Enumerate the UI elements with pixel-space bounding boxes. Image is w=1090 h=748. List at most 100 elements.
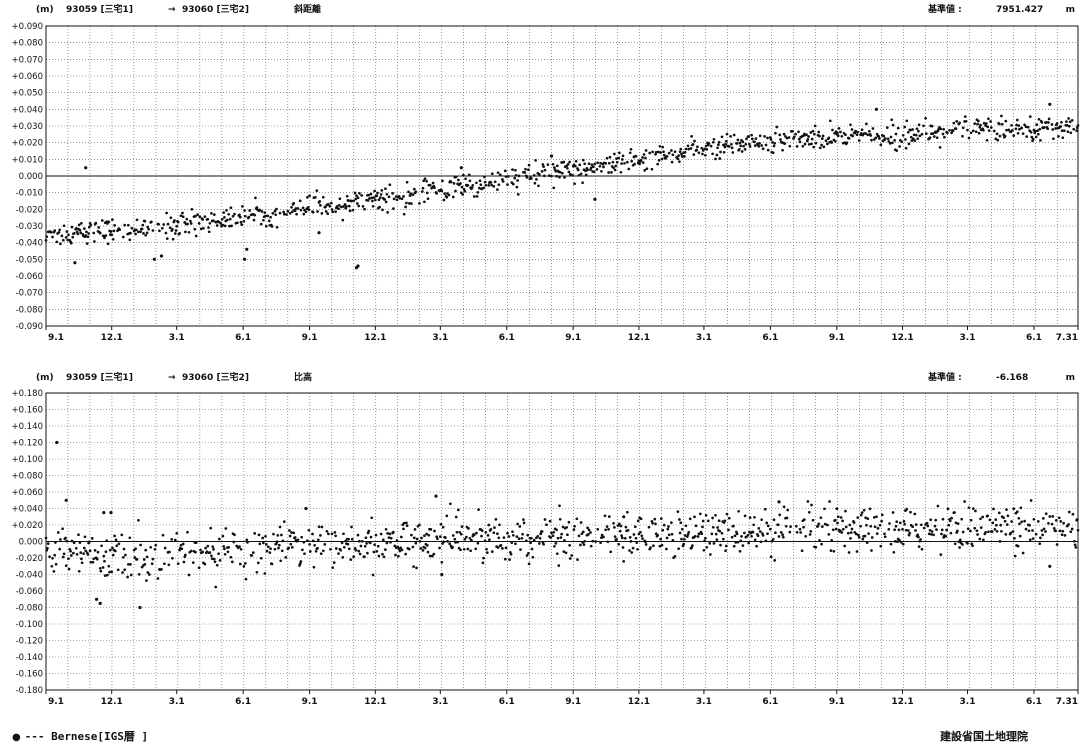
data-point <box>709 144 713 148</box>
data-point <box>711 525 715 529</box>
y-tick-label: +0.180 <box>12 389 43 399</box>
data-point <box>618 529 622 533</box>
data-point <box>160 567 163 571</box>
data-point <box>978 537 982 541</box>
data-point <box>658 544 662 548</box>
data-point <box>1059 520 1063 523</box>
data-point <box>651 521 654 525</box>
data-point <box>279 559 283 563</box>
data-point <box>592 165 595 169</box>
data-point <box>1012 134 1016 137</box>
data-point <box>737 509 740 513</box>
data-point <box>492 185 496 188</box>
data-point <box>62 224 66 228</box>
data-point <box>425 544 429 547</box>
data-point <box>83 535 87 539</box>
data-point <box>742 144 745 148</box>
data-point <box>316 546 319 550</box>
data-point <box>221 534 225 538</box>
data-point <box>220 217 224 221</box>
data-point <box>270 225 274 228</box>
data-point <box>563 176 566 179</box>
data-point <box>369 192 373 196</box>
data-point <box>700 146 704 150</box>
data-point <box>228 217 232 221</box>
data-point <box>637 532 641 536</box>
data-point <box>589 544 593 548</box>
data-point <box>410 533 413 537</box>
data-point <box>586 526 589 530</box>
data-point <box>345 194 349 198</box>
data-point <box>829 549 833 552</box>
data-point <box>678 150 682 154</box>
data-point <box>540 170 544 173</box>
data-point <box>904 146 908 150</box>
data-point <box>614 164 618 168</box>
data-point <box>462 173 465 177</box>
data-point <box>472 195 476 198</box>
data-point <box>782 132 786 136</box>
data-point <box>67 557 70 561</box>
data-point <box>472 533 476 537</box>
data-point <box>739 144 743 148</box>
data-point <box>449 180 453 184</box>
data-point <box>719 150 722 154</box>
data-point <box>59 538 62 541</box>
data-point <box>982 538 985 542</box>
data-point <box>262 541 265 545</box>
data-point <box>45 235 49 239</box>
data-point <box>963 115 967 118</box>
data-point <box>600 169 603 173</box>
data-point <box>1076 528 1080 532</box>
data-point <box>929 518 933 522</box>
data-point <box>807 135 810 138</box>
data-point <box>606 540 610 544</box>
data-point <box>751 530 755 534</box>
data-point <box>551 162 555 166</box>
data-point <box>428 183 432 187</box>
data-point <box>407 547 411 551</box>
data-point <box>613 535 617 538</box>
data-point <box>1036 520 1040 523</box>
data-point <box>666 527 670 531</box>
data-point <box>164 231 168 235</box>
data-point <box>85 242 89 245</box>
data-point <box>870 549 873 552</box>
data-point <box>708 542 712 545</box>
data-point <box>801 144 805 148</box>
data-point <box>165 237 169 240</box>
data-point <box>84 549 88 553</box>
reference-unit: m <box>1066 5 1075 15</box>
data-point <box>154 543 158 547</box>
data-point <box>251 551 255 554</box>
data-point <box>419 547 423 550</box>
data-point <box>203 215 207 218</box>
data-point <box>110 570 114 574</box>
data-point <box>445 514 449 518</box>
data-point <box>504 175 508 178</box>
x-tick-label: 9.1 <box>829 697 845 707</box>
data-point <box>673 554 677 558</box>
data-point <box>727 516 731 520</box>
x-tick-label: 12.1 <box>628 697 650 707</box>
data-point <box>702 548 706 552</box>
data-point <box>1000 529 1003 533</box>
data-point <box>990 530 994 533</box>
data-point <box>217 552 220 556</box>
data-point <box>917 123 921 127</box>
data-point <box>677 547 680 551</box>
baseline-to: 93060 [三宅2] <box>182 3 249 15</box>
data-point <box>568 544 571 547</box>
data-point <box>217 537 221 541</box>
data-point <box>987 530 990 534</box>
data-point <box>678 518 681 521</box>
data-point <box>402 527 405 531</box>
data-point <box>304 210 308 214</box>
data-point <box>327 532 330 536</box>
data-point <box>508 558 511 561</box>
data-point <box>855 550 859 553</box>
data-point <box>644 540 647 544</box>
data-point <box>171 237 175 241</box>
x-tick-label: 9.1 <box>302 697 318 707</box>
data-point <box>958 546 961 549</box>
